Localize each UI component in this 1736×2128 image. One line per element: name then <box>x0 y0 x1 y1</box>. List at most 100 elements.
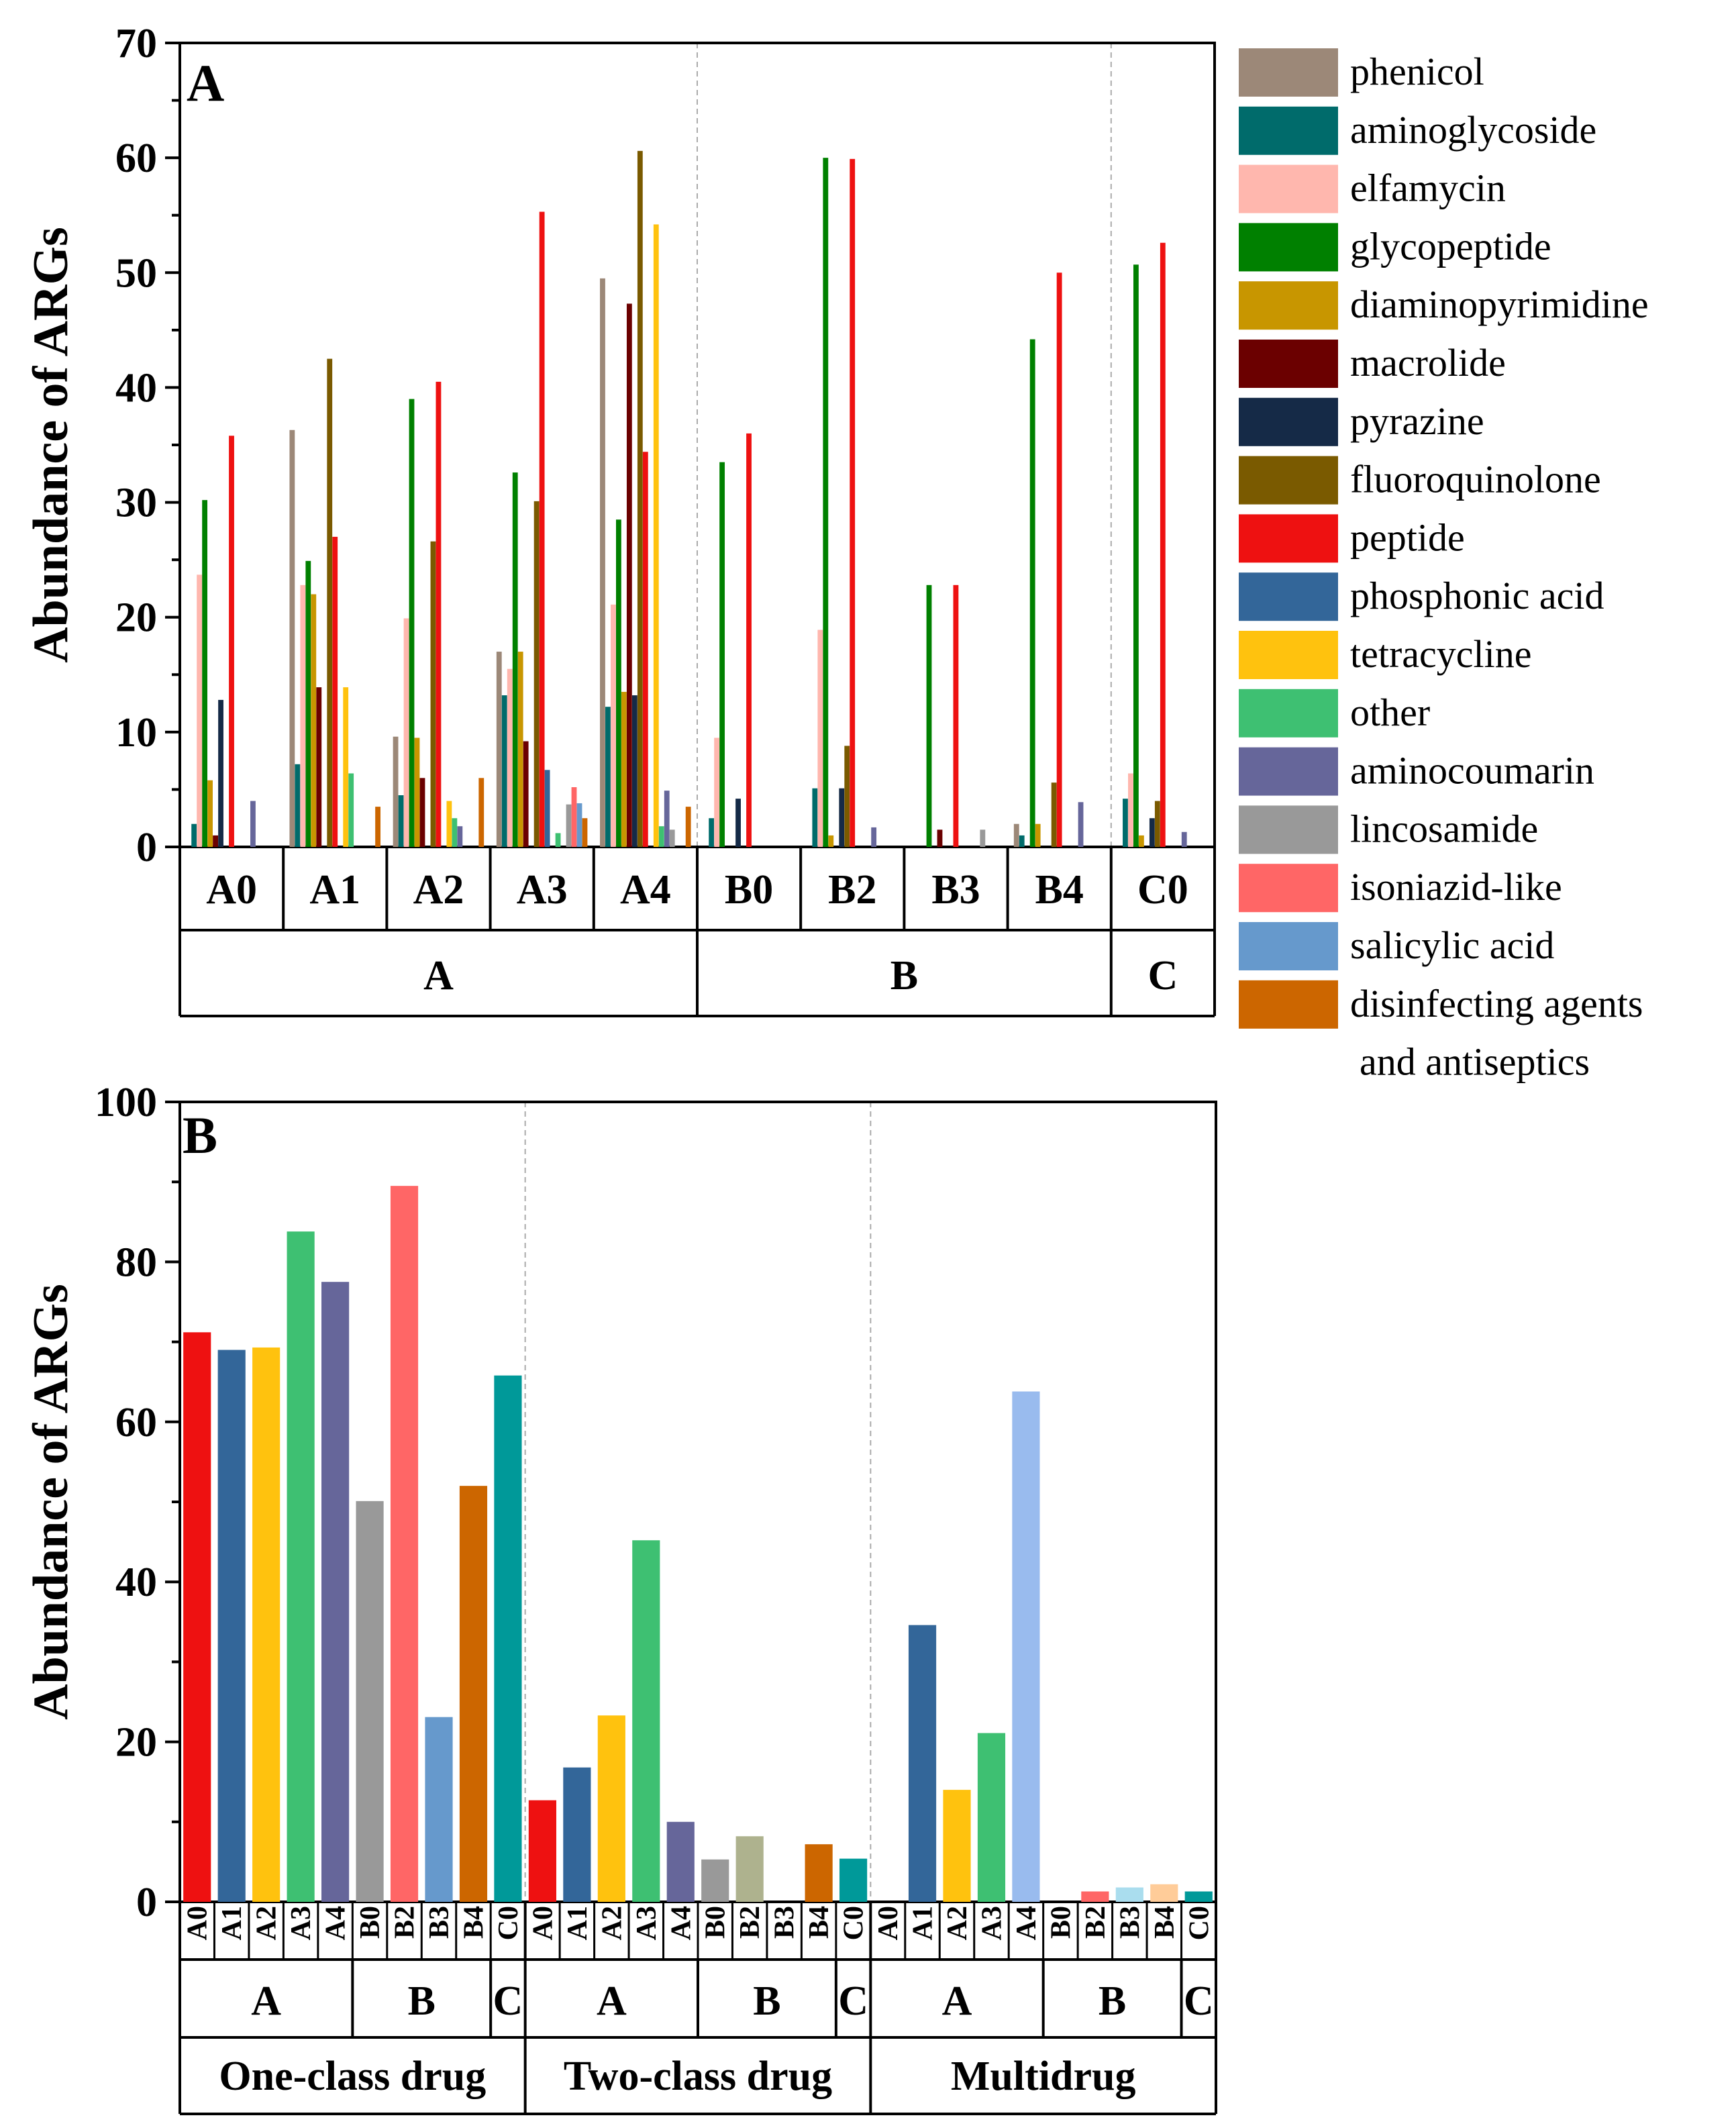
bar-aminocoumarin-A0 <box>250 801 256 847</box>
group-label: C <box>838 1978 868 2024</box>
sample-label: A2 <box>942 1906 973 1940</box>
legend-swatch-isoniazid-like <box>1239 864 1338 913</box>
bar-One-class-drug-A4 <box>321 1282 350 1902</box>
bar-lincosamide-B3 <box>980 829 986 847</box>
legend-swatch-phosphonic-acid <box>1239 572 1338 621</box>
bar-aminoglycoside-A3 <box>501 695 507 847</box>
class-label: Multidrug <box>951 2054 1136 2099</box>
bar-Two-class-drug-A1 <box>563 1767 591 1902</box>
bar-Two-class-drug-A3 <box>632 1540 660 1902</box>
bar-aminocoumarin-B4 <box>1078 802 1084 847</box>
sample-label: B2 <box>390 1906 421 1939</box>
sample-label: B0 <box>701 1906 731 1939</box>
bar-glycopeptide-A3 <box>512 472 518 847</box>
bar-glycopeptide-A0 <box>202 500 208 847</box>
bar-other-A4 <box>658 826 664 847</box>
sample-label: B4 <box>1150 1906 1180 1939</box>
category-label: B3 <box>931 867 980 913</box>
bar-Two-class-drug-B2 <box>735 1836 764 1902</box>
bar-macrolide-A2 <box>419 778 425 847</box>
sample-label: C0 <box>1184 1906 1215 1940</box>
bar-aminoglycoside-B4 <box>1019 835 1025 847</box>
group-label: A <box>597 1978 627 2024</box>
bar-peptide-B0 <box>746 433 752 847</box>
group-label: C <box>493 1978 523 2024</box>
bar-diaminopyrimidine-A3 <box>517 652 523 847</box>
y-tick-label: 0 <box>136 1880 157 1925</box>
bar-phenicol-B4 <box>1013 823 1019 847</box>
legend-swatch-disinfecting-agents <box>1239 980 1338 1029</box>
sample-label: A1 <box>562 1906 593 1940</box>
sample-label: A0 <box>873 1906 904 1940</box>
bar-pyrazine-A4 <box>631 695 637 847</box>
bar-peptide-B2 <box>850 158 856 848</box>
bar-disinfecting-agents-and-antiseptics-A2 <box>478 778 484 847</box>
bar-Multidrug-B4 <box>1150 1884 1178 1902</box>
bar-diaminopyrimidine-B4 <box>1035 823 1041 847</box>
bar-tetracycline-A1 <box>343 687 349 847</box>
sample-label: A3 <box>631 1906 662 1940</box>
group-label: C <box>1184 1978 1214 2024</box>
bar-fluoroquinolone-A4 <box>637 150 643 848</box>
bar-lincosamide-A3 <box>566 804 572 847</box>
panel-b-label: B <box>183 1106 217 1164</box>
y-tick-label: 100 <box>95 1080 157 1125</box>
sample-label: B3 <box>424 1906 455 1939</box>
sample-label: C0 <box>493 1906 524 1940</box>
y-tick-label: 20 <box>115 1720 157 1766</box>
legend-label: isoniazid-like <box>1350 865 1562 909</box>
class-label: One-class drug <box>219 2054 486 2099</box>
panel-a-bars <box>191 150 1187 848</box>
legend: phenicol aminoglycoside elfamycin glycopept… <box>1239 48 1649 1084</box>
bar-fluoroquinolone-B2 <box>844 746 850 847</box>
bar-aminoglycoside-C0 <box>1123 799 1128 847</box>
bar-One-class-drug-A2 <box>252 1347 280 1902</box>
sample-label: A3 <box>286 1906 317 1940</box>
bar-macrolide-A0 <box>213 835 218 847</box>
bar-aminocoumarin-A4 <box>664 791 670 847</box>
bar-macrolide-A1 <box>316 687 322 847</box>
bar-Two-class-drug-A0 <box>528 1800 556 1902</box>
panel-b-bars <box>183 1186 1213 1902</box>
bar-glycopeptide-A4 <box>615 519 621 847</box>
bar-Two-class-drug-C0 <box>839 1858 868 1902</box>
bar-peptide-A2 <box>436 381 442 847</box>
bar-pyrazine-B0 <box>735 799 741 847</box>
bar-diaminopyrimidine-C0 <box>1138 835 1144 847</box>
bar-One-class-drug-A1 <box>217 1350 246 1902</box>
panel-a-axis: 0 10 20 30 40 50 60 70 <box>115 21 1216 870</box>
sample-label: A4 <box>1011 1906 1042 1940</box>
legend-swatch-macrolide <box>1239 340 1338 388</box>
legend-swatch-tetracycline <box>1239 631 1338 679</box>
y-tick-label: 30 <box>115 480 157 526</box>
bar-peptide-B4 <box>1056 272 1062 847</box>
bar-aminocoumarin-A2 <box>457 826 463 847</box>
bar-aminoglycoside-B2 <box>812 788 818 847</box>
bar-aminoglycoside-B0 <box>709 818 715 847</box>
bar-glycopeptide-A1 <box>305 560 311 847</box>
y-tick-label: 80 <box>115 1239 157 1285</box>
legend-swatch-lincosamide <box>1239 805 1338 854</box>
legend-label-line2: and antiseptics <box>1360 1040 1590 1084</box>
panel-a-label: A <box>187 54 224 112</box>
sample-label: B3 <box>1115 1906 1145 1939</box>
bar-One-class-drug-C0 <box>494 1375 522 1902</box>
bar-One-class-drug-A0 <box>183 1332 211 1902</box>
bar-peptide-C0 <box>1160 242 1166 847</box>
legend-label: phosphonic acid <box>1350 574 1604 617</box>
sample-label: B2 <box>1080 1906 1111 1939</box>
legend-swatch-diaminopyrimidine <box>1239 281 1338 330</box>
bar-isoniazid-like-A3 <box>571 787 577 847</box>
panel-a-category-axis: A0 A1 A2 A3 A4 B0 B2 B3 B4 C0 A B C <box>178 847 1216 1017</box>
bar-lincosamide-A4 <box>669 829 675 847</box>
bar-Two-class-drug-A4 <box>666 1821 695 1902</box>
bar-other-A3 <box>555 833 561 847</box>
bar-macrolide-A4 <box>626 303 632 848</box>
legend-swatch-fluoroquinolone <box>1239 456 1338 505</box>
bar-fluoroquinolone-A3 <box>533 501 540 847</box>
bar-pyrazine-B2 <box>839 788 845 847</box>
bar-aminoglycoside-A1 <box>295 764 301 847</box>
bar-macrolide-B3 <box>937 829 943 847</box>
bar-aminocoumarin-B2 <box>871 827 877 847</box>
